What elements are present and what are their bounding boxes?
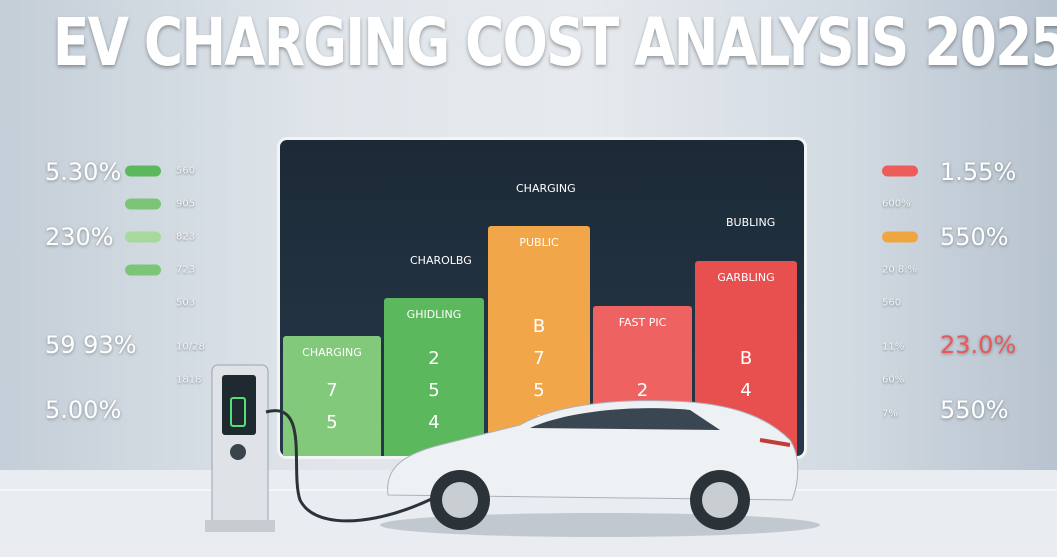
legend-swatch	[882, 165, 918, 177]
bar-number: 2	[428, 348, 440, 369]
right-stat: 550%	[940, 396, 1009, 424]
left-small-label: 560	[176, 165, 196, 177]
left-small-label: 723	[176, 264, 196, 276]
panel-heading: CHARGING	[516, 182, 576, 195]
right-stat: 550%	[940, 223, 1009, 251]
left-stat: 5.00%	[45, 396, 122, 424]
bar-number: 2	[636, 380, 649, 401]
legend-swatch	[125, 165, 161, 177]
bar-label: CHARGING	[302, 346, 362, 359]
bar-number: 7	[533, 348, 545, 369]
left-small-label: 503	[176, 297, 196, 309]
bar-label: PUBLIC	[519, 236, 559, 249]
bar-number: 5	[533, 380, 545, 401]
bar-number: 5	[428, 380, 440, 401]
right-stat: 23.0%	[940, 331, 1017, 359]
bar: GHIDLING 2 5 4	[384, 298, 484, 456]
panel-label: CHAROLBG	[410, 254, 472, 267]
left-stat: 5.30%	[45, 158, 122, 186]
right-small-label: 7%	[882, 408, 898, 420]
right-small-label: 560	[882, 297, 902, 309]
legend-swatch	[125, 264, 161, 276]
bar-number: 4	[428, 412, 440, 433]
legend-swatch	[882, 231, 918, 243]
bar-number: 5	[326, 412, 338, 433]
car	[380, 400, 820, 537]
left-stat: 59 93%	[45, 331, 137, 359]
left-small-label: 823	[176, 231, 196, 243]
right-small-label: 600%	[882, 198, 911, 210]
right-small-label: 60%	[882, 374, 905, 386]
bar-number: 4	[740, 380, 752, 401]
bar-label: GHIDLING	[406, 308, 462, 321]
bar-number: B	[739, 348, 753, 369]
title: EV CHARGING COST ANALYSIS 2025	[52, 4, 1057, 81]
legend-swatch	[125, 231, 161, 243]
panel-side-heading: BUBLING	[726, 216, 776, 229]
bar-label: GARBLING	[717, 271, 775, 284]
left-small-label: 905	[176, 198, 196, 210]
bar-number: 7	[326, 380, 338, 401]
charger	[205, 364, 491, 532]
bar: CHARGING 7 5	[283, 336, 381, 456]
left-small-label: 1818	[176, 374, 202, 386]
right-small-label: 20 8.%	[882, 264, 917, 276]
bar-label: FAST PIC	[618, 316, 667, 329]
right-small-label: 11%	[882, 341, 905, 353]
right-stat: 1.55%	[940, 158, 1017, 186]
legend-swatch	[125, 198, 161, 210]
left-stat: 230%	[45, 223, 114, 251]
left-small-label: 10/28	[176, 341, 205, 353]
bar-number: B	[532, 316, 546, 337]
